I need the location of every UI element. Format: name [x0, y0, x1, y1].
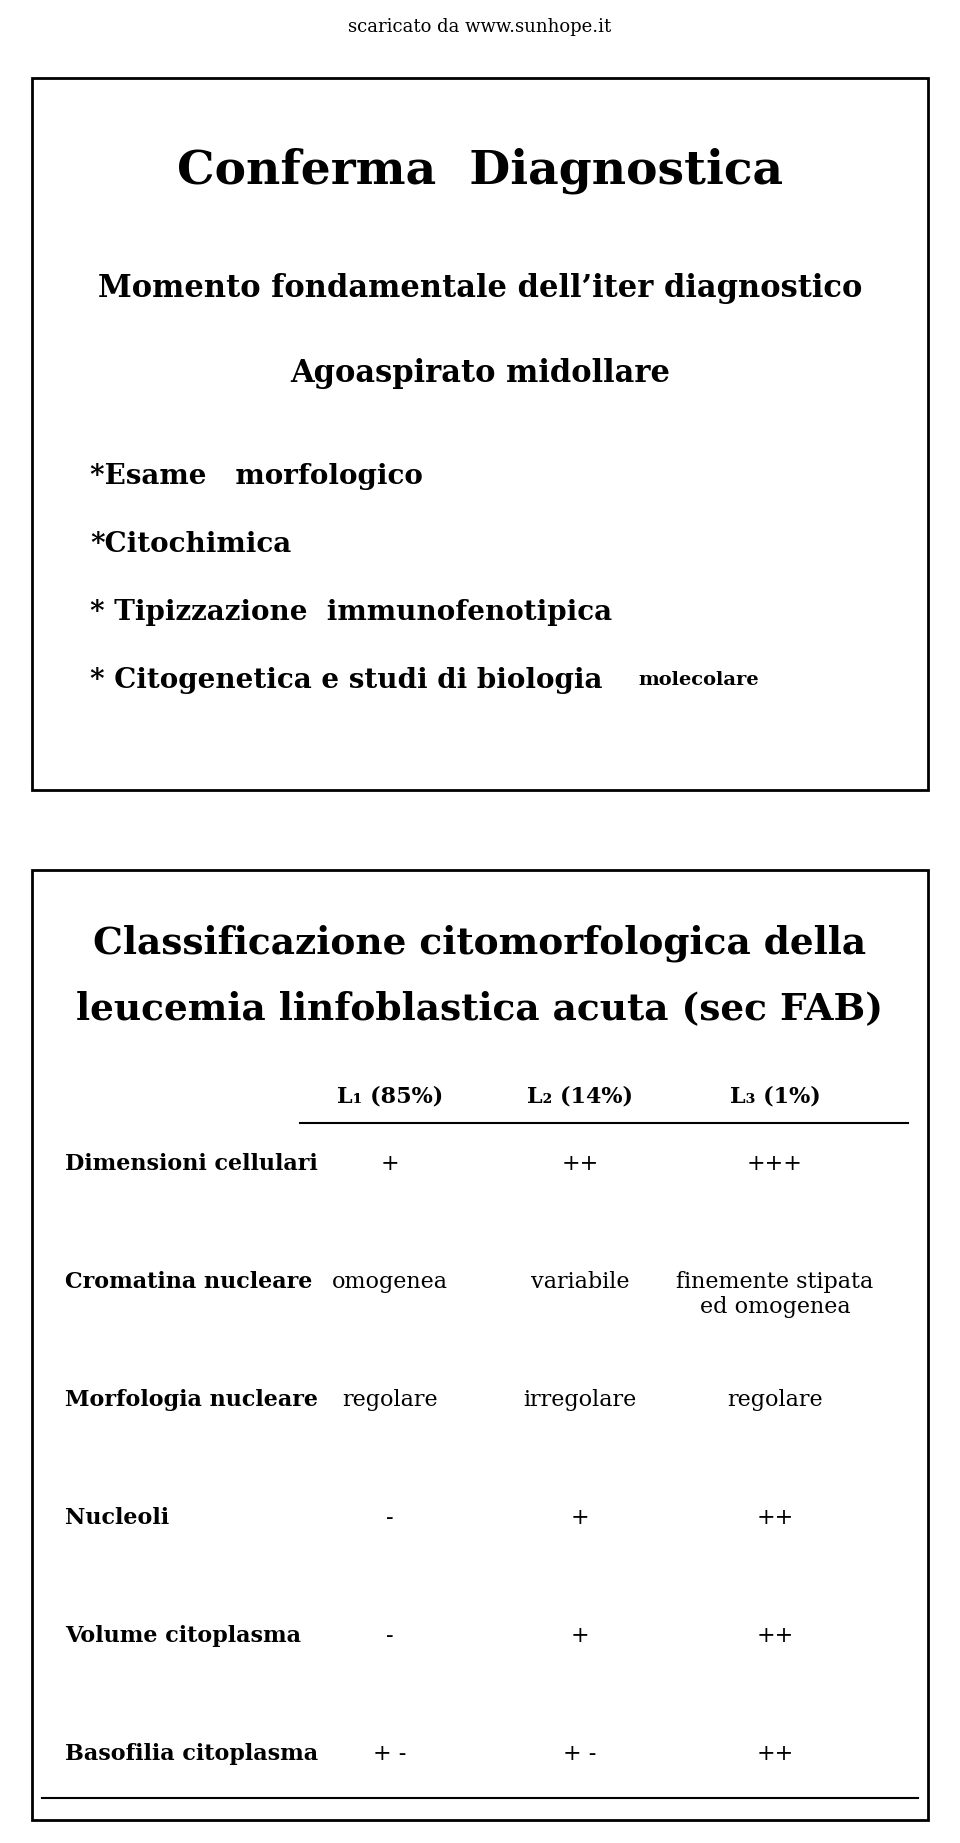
Text: L₂ (14%): L₂ (14%)	[527, 1086, 633, 1108]
Text: +: +	[570, 1626, 589, 1648]
Text: ++: ++	[756, 1743, 794, 1766]
Text: Morfologia nucleare: Morfologia nucleare	[65, 1390, 318, 1412]
Text: regolare: regolare	[727, 1390, 823, 1412]
Text: -: -	[386, 1508, 394, 1530]
Text: ++: ++	[756, 1508, 794, 1530]
Text: + -: + -	[564, 1743, 597, 1766]
Text: * Citogenetica e studi di biologia: * Citogenetica e studi di biologia	[90, 667, 603, 695]
Text: scaricato da www.sunhope.it: scaricato da www.sunhope.it	[348, 18, 612, 37]
Text: omogenea: omogenea	[332, 1272, 448, 1294]
Text: L₁ (85%): L₁ (85%)	[337, 1086, 444, 1108]
Text: leucemia linfoblastica acuta (sec FAB): leucemia linfoblastica acuta (sec FAB)	[77, 990, 883, 1027]
Text: *Citochimica: *Citochimica	[90, 531, 291, 558]
Text: -: -	[386, 1626, 394, 1648]
Text: Nucleoli: Nucleoli	[65, 1508, 169, 1530]
Text: irregolare: irregolare	[523, 1390, 636, 1412]
Text: * Tipizzazione  immunofenotipica: * Tipizzazione immunofenotipica	[90, 599, 612, 627]
Text: Conferma  Diagnostica: Conferma Diagnostica	[177, 147, 783, 195]
Text: L₃ (1%): L₃ (1%)	[730, 1086, 821, 1108]
Text: +: +	[381, 1154, 399, 1176]
Text: +: +	[570, 1508, 589, 1530]
Text: *Esame   morfologico: *Esame morfologico	[90, 463, 422, 490]
Text: Basofilia citoplasma: Basofilia citoplasma	[65, 1743, 318, 1766]
FancyBboxPatch shape	[32, 870, 928, 1821]
Text: + -: + -	[373, 1743, 407, 1766]
Text: Classificazione citomorfologica della: Classificazione citomorfologica della	[93, 925, 867, 962]
Text: Dimensioni cellulari: Dimensioni cellulari	[65, 1154, 318, 1176]
Text: ++: ++	[756, 1626, 794, 1648]
FancyBboxPatch shape	[32, 77, 928, 791]
Text: +++: +++	[747, 1154, 803, 1176]
Text: molecolare: molecolare	[638, 671, 758, 689]
Text: finemente stipata
ed omogenea: finemente stipata ed omogenea	[677, 1272, 874, 1318]
Text: Momento fondamentale dell’iter diagnostico: Momento fondamentale dell’iter diagnosti…	[98, 273, 862, 304]
Text: variabile: variabile	[531, 1272, 629, 1294]
Text: Cromatina nucleare: Cromatina nucleare	[65, 1272, 312, 1294]
Text: regolare: regolare	[342, 1390, 438, 1412]
Text: ++: ++	[562, 1154, 599, 1176]
Text: Agoaspirato midollare: Agoaspirato midollare	[290, 358, 670, 389]
Text: Volume citoplasma: Volume citoplasma	[65, 1626, 301, 1648]
